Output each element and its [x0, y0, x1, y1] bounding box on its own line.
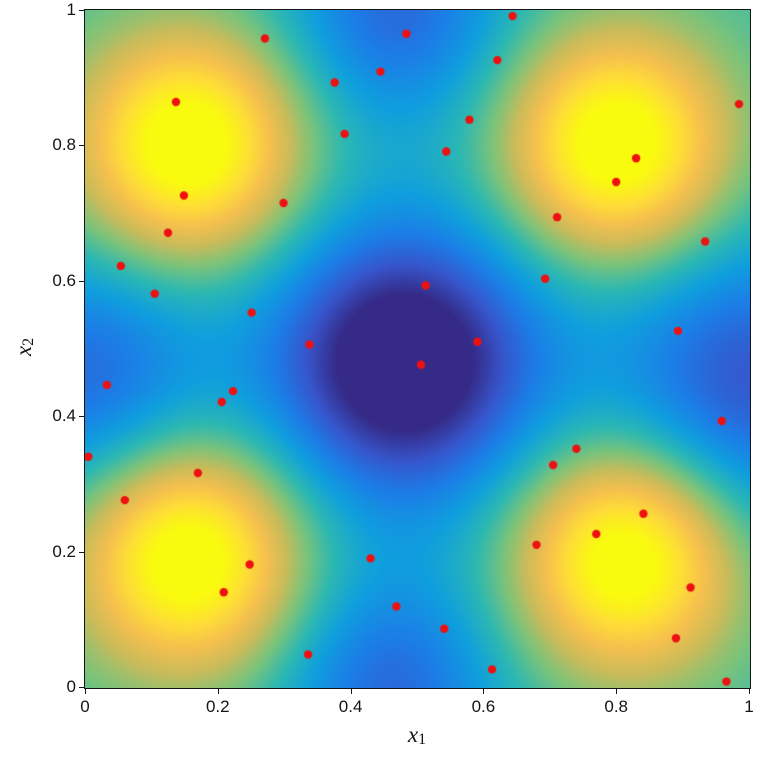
y-tick-label: 0.6	[52, 270, 76, 290]
y-tick-label: 0.4	[52, 406, 76, 426]
y-tick-mark	[79, 145, 84, 147]
x-axis-label-base: x	[407, 722, 419, 747]
x-axis-label-sub: 1	[418, 731, 427, 748]
x-tick-mark	[483, 689, 485, 694]
y-tick-label: 0.2	[52, 541, 76, 561]
y-tick-label: 0	[66, 677, 76, 696]
x-tick-mark	[350, 689, 352, 694]
x-tick-label: 0.6	[471, 697, 496, 716]
x-tick-label: 1	[744, 697, 754, 716]
y-tick-mark	[79, 10, 84, 11]
x-tick-mark	[217, 689, 219, 694]
y-axis-label-base: x	[11, 345, 36, 357]
y-tick-mark	[79, 551, 84, 553]
x-tick-label: 0.2	[205, 697, 230, 716]
x-tick-label: 0	[80, 697, 90, 716]
x-tick-label: 0.8	[604, 697, 629, 716]
x-axis-label: x1	[408, 722, 426, 748]
y-axis-label-sub: 2	[20, 337, 37, 346]
y-tick-mark	[79, 416, 84, 418]
y-tick-mark	[79, 687, 84, 688]
x-tick-mark	[85, 689, 86, 694]
heatmap-canvas	[85, 10, 750, 688]
x-tick-label: 0.4	[338, 697, 363, 716]
y-tick-label: 1	[66, 0, 76, 19]
x-tick-mark	[616, 689, 618, 694]
y-tick-label: 0.8	[52, 135, 76, 155]
y-axis-label: x2	[11, 315, 41, 379]
x-tick-mark	[749, 689, 750, 694]
y-tick-mark	[79, 280, 84, 282]
